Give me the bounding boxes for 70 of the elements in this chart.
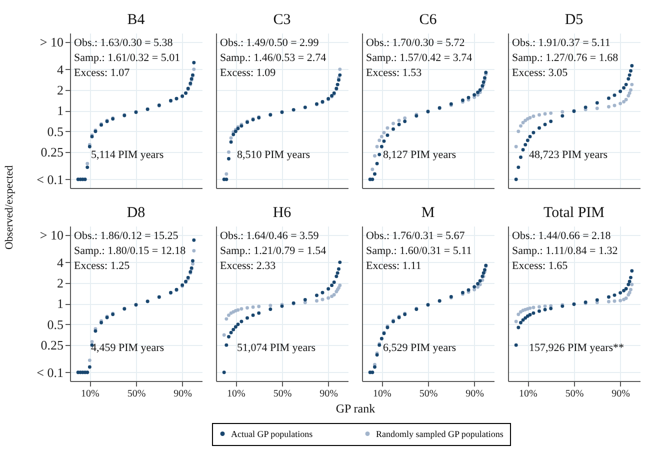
x-axis-title: GP rank bbox=[336, 402, 376, 416]
chart-title: D8 bbox=[126, 205, 146, 221]
annotation: Excess: 1.09 bbox=[220, 67, 276, 79]
annotation: Obs.: 1.64/0.46 = 3.59 bbox=[220, 230, 320, 242]
y-tick-label: 4 bbox=[57, 62, 64, 77]
y-tick-label: 0.25 bbox=[40, 144, 64, 160]
y-tick-label: 1 bbox=[57, 103, 64, 118]
chart-title: Total PIM bbox=[543, 205, 605, 221]
annotation: Excess: 1.11 bbox=[366, 260, 422, 272]
x-tick-label: 90% bbox=[174, 388, 192, 400]
x-tick-label: 90% bbox=[466, 388, 484, 400]
annotation: Excess: 2.33 bbox=[220, 260, 276, 272]
annotation: Samp.: 1.46/0.53 = 2.74 bbox=[220, 52, 327, 64]
y-tick-label: 4 bbox=[57, 254, 64, 270]
y-tick-label: > 10 bbox=[40, 34, 64, 50]
chart-title: H6 bbox=[272, 205, 292, 221]
y-tick-label: 2 bbox=[57, 82, 64, 98]
x-tick-label: 50% bbox=[127, 388, 146, 400]
annotation: Excess: 1.25 bbox=[74, 260, 130, 272]
chart-title: C6 bbox=[419, 12, 438, 28]
annotation: Obs.: 1.91/0.37 = 5.11 bbox=[512, 37, 610, 49]
x-tick-label: 10% bbox=[227, 388, 246, 400]
y-tick-label: 1 bbox=[57, 296, 64, 312]
chart-title: D5 bbox=[564, 12, 584, 28]
y-tick-label: 0.5 bbox=[47, 124, 64, 139]
annotation: Obs.: 1.44/0.66 = 2.18 bbox=[512, 230, 612, 242]
y-tick-label: < 0.1 bbox=[36, 364, 64, 380]
y-tick-label: 0.5 bbox=[47, 316, 64, 332]
annotation: Excess: 1.65 bbox=[512, 260, 568, 272]
annotation: 5,114 PIM years bbox=[91, 149, 164, 161]
annotation: 4,459 PIM years bbox=[91, 342, 164, 354]
annotation: Samp.: 1.57/0.42 = 3.74 bbox=[366, 52, 473, 64]
y-tick-label: 2 bbox=[57, 275, 64, 290]
y-tick-label: 0.25 bbox=[40, 338, 64, 353]
annotation: Obs.: 1.49/0.50 = 2.99 bbox=[220, 37, 320, 49]
x-tick-label: 10% bbox=[81, 388, 100, 400]
annotation: Obs.: 1.70/0.30 = 5.72 bbox=[366, 37, 465, 49]
annotation: Obs.: 1.63/0.30 = 5.38 bbox=[74, 37, 174, 49]
legend-label: Actual GP populations bbox=[231, 428, 314, 439]
x-tick-label: 50% bbox=[419, 388, 438, 400]
annotation: Samp.: 1.21/0.79 = 1.54 bbox=[220, 245, 327, 257]
chart-title: M bbox=[421, 205, 435, 221]
x-tick-label: 10% bbox=[519, 388, 538, 400]
chart-title: C3 bbox=[273, 12, 291, 28]
x-tick-label: 50% bbox=[273, 388, 292, 400]
annotation: Excess: 1.07 bbox=[74, 67, 130, 79]
annotation: 8,510 PIM years bbox=[237, 149, 310, 161]
y-axis-title: Observed/expected bbox=[4, 164, 16, 250]
annotation: 51,074 PIM years bbox=[237, 342, 316, 354]
annotation: 157,926 PIM years** bbox=[529, 342, 624, 354]
legend-label: Randomly sampled GP populations bbox=[376, 428, 504, 439]
annotation: Obs.: 1.76/0.31 = 5.67 bbox=[366, 230, 466, 242]
x-tick-label: 10% bbox=[373, 388, 392, 400]
x-tick-label: 50% bbox=[565, 388, 584, 400]
annotation: Samp.: 1.61/0.32 = 5.01 bbox=[74, 52, 180, 64]
annotation: Excess: 1.53 bbox=[366, 67, 422, 79]
annotation: Samp.: 1.80/0.15 = 12.18 bbox=[74, 245, 186, 257]
y-tick-label: > 10 bbox=[40, 227, 64, 242]
annotation: 48,723 PIM years bbox=[529, 149, 608, 161]
annotation: Samp.: 1.27/0.76 = 1.68 bbox=[512, 52, 619, 64]
annotation: Obs.: 1.86/0.12 = 15.25 bbox=[74, 230, 179, 242]
annotation: 8,127 PIM years bbox=[383, 149, 456, 161]
annotation: Excess: 3.05 bbox=[512, 67, 568, 79]
annotation: Samp.: 1.60/0.31 = 5.11 bbox=[366, 245, 472, 257]
chart-title: B4 bbox=[127, 12, 146, 28]
x-tick-label: 90% bbox=[320, 388, 338, 400]
x-tick-label: 90% bbox=[612, 388, 630, 400]
annotation: 6,529 PIM years bbox=[383, 342, 456, 354]
annotation: Samp.: 1.11/0.84 = 1.32 bbox=[512, 245, 618, 257]
y-tick-label: < 0.1 bbox=[36, 172, 64, 187]
